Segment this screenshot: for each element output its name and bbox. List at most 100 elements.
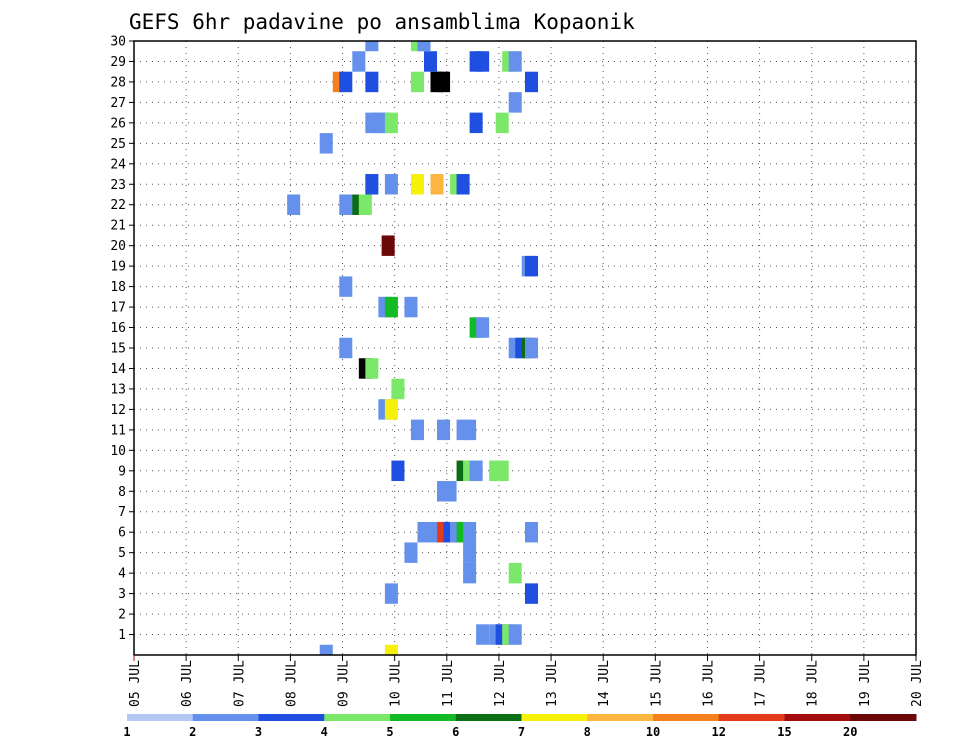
heatmap-cell — [417, 41, 431, 52]
heatmap-cell — [423, 51, 438, 72]
y-tick-label: 12 — [110, 403, 126, 418]
x-tick-label: 11 JUL — [441, 660, 456, 707]
x-tick-label: 15 JUL — [649, 660, 664, 707]
heatmap-cell — [339, 276, 353, 297]
y-tick-label: 14 — [110, 362, 126, 377]
colorbar-swatch — [784, 714, 851, 721]
colorbar-tick-label: 5 — [386, 725, 393, 739]
x-tick-label: 10 JUL — [389, 660, 404, 707]
heatmap-cell — [508, 562, 522, 584]
colorbar-swatch — [324, 714, 391, 721]
y-tick-label: 21 — [110, 219, 126, 234]
heatmap-cell — [410, 174, 424, 195]
heatmap-cell — [476, 51, 490, 72]
y-tick-label: 19 — [110, 260, 126, 275]
heatmap-cell — [391, 378, 405, 400]
y-tick-label: 2 — [118, 608, 126, 623]
y-tick-label: 28 — [110, 75, 126, 90]
heatmap-cell — [469, 460, 483, 482]
heatmap-cell — [508, 92, 522, 113]
y-tick-label: 16 — [110, 321, 126, 336]
heatmap-cell — [525, 255, 539, 277]
heatmap-cell — [352, 51, 366, 72]
heatmap-cell — [508, 624, 522, 645]
y-tick-label: 7 — [118, 505, 126, 520]
x-tick-label: 19 JUL — [858, 660, 873, 707]
heatmap-cell — [525, 583, 539, 604]
y-tick-label: 25 — [110, 137, 126, 152]
y-tick-label: 5 — [118, 546, 126, 561]
y-tick-label: 27 — [110, 96, 126, 111]
colorbar-tick-label: 3 — [255, 725, 262, 739]
y-tick-label: 6 — [118, 526, 126, 541]
colorbar-swatch — [587, 714, 654, 721]
y-tick-label: 30 — [110, 35, 126, 50]
x-axis-ticks: 05 JUL 06 JUL 07 JUL 08 JUL 09 JUL 10 JUL 11 J… — [128, 655, 925, 707]
x-tick-label: 16 JUL — [701, 660, 716, 707]
colorbar-swatch — [653, 714, 720, 721]
heatmap-cell — [391, 460, 405, 482]
x-tick-label: 06 JUL — [180, 660, 195, 707]
colorbar-tick-label: 1 — [123, 725, 130, 739]
colorbar-tick-label: 8 — [584, 725, 591, 739]
y-axis-ticks: 1234567891011121314151617181920212223242… — [110, 35, 134, 643]
heatmap-cell — [508, 51, 522, 72]
colorbar-tick-label: 15 — [777, 725, 791, 739]
y-tick-label: 22 — [110, 198, 126, 213]
heatmap-cell — [495, 112, 509, 134]
heatmap-cell — [339, 337, 353, 359]
heatmap-cell — [404, 296, 418, 318]
colorbar-swatch — [127, 714, 194, 721]
heatmap-cells — [287, 41, 539, 655]
y-tick-label: 10 — [110, 444, 126, 459]
colorbar-tick-label: 7 — [518, 725, 525, 739]
x-tick-label: 17 JUL — [754, 660, 769, 707]
x-tick-label: 14 JUL — [597, 660, 612, 707]
x-tick-label: 08 JUL — [284, 660, 299, 707]
heatmap-cell — [384, 174, 398, 195]
heatmap-cell — [410, 419, 424, 441]
heatmap-cell — [437, 419, 451, 441]
heatmap-cell — [443, 481, 457, 502]
y-tick-label: 23 — [110, 178, 126, 193]
colorbar-swatch — [718, 714, 785, 721]
heatmap-cell — [430, 174, 444, 195]
x-tick-label: 13 JUL — [545, 660, 560, 707]
heatmap-cell — [365, 174, 379, 195]
heatmap-cell — [384, 644, 398, 655]
y-tick-label: 4 — [118, 567, 126, 582]
heatmap-cell — [381, 235, 395, 256]
heatmap-cell — [525, 71, 539, 93]
x-tick-label: 07 JUL — [232, 660, 247, 707]
y-tick-label: 29 — [110, 55, 126, 70]
y-tick-label: 1 — [118, 628, 126, 643]
heatmap-cell — [437, 71, 451, 93]
heatmap-cell — [319, 133, 333, 154]
x-tick-label: 05 JUL — [128, 660, 143, 707]
heatmap-cell — [287, 194, 301, 215]
y-tick-label: 9 — [118, 464, 126, 479]
y-tick-label: 18 — [110, 280, 126, 295]
colorbar-tick-label: 2 — [189, 725, 196, 739]
y-tick-label: 8 — [118, 485, 126, 500]
y-tick-label: 15 — [110, 342, 126, 357]
heatmap-cell — [495, 460, 509, 482]
heatmap-cell — [384, 112, 398, 134]
heatmap-cell — [463, 542, 477, 563]
x-tick-label: 20 JUL — [910, 660, 925, 707]
heatmap-cell — [365, 71, 379, 93]
heatmap-cell — [525, 521, 539, 543]
colorbar-tick-label: 4 — [321, 725, 328, 739]
heatmap-cell — [339, 71, 353, 93]
colorbar-tick-label: 20 — [843, 725, 857, 739]
chart-title: GEFS 6hr padavine po ansamblima Kopaonik — [129, 10, 635, 34]
heatmap-cell — [365, 41, 379, 52]
y-tick-label: 13 — [110, 382, 126, 397]
x-tick-label: 18 JUL — [806, 660, 821, 707]
heatmap-cell — [525, 337, 539, 359]
heatmap-cell — [384, 583, 398, 604]
colorbar-swatch — [192, 714, 259, 721]
heatmap-cell — [319, 644, 333, 655]
heatmap-cell — [456, 174, 470, 195]
